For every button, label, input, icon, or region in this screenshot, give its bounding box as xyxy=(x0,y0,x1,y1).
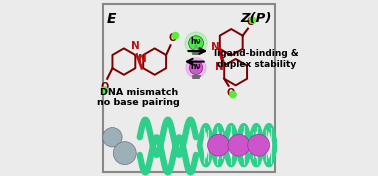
Circle shape xyxy=(172,32,179,39)
Text: O: O xyxy=(101,82,108,92)
Text: E: E xyxy=(107,12,117,26)
Circle shape xyxy=(228,134,250,156)
FancyBboxPatch shape xyxy=(103,4,275,172)
Circle shape xyxy=(185,32,207,54)
Text: N: N xyxy=(215,62,224,72)
Text: hν: hν xyxy=(191,37,201,46)
Circle shape xyxy=(230,92,236,98)
Text: O: O xyxy=(169,33,177,43)
Text: DNA mismatch
no base pairing: DNA mismatch no base pairing xyxy=(98,88,180,107)
Circle shape xyxy=(248,134,270,156)
Circle shape xyxy=(113,142,136,165)
Text: Z(P): Z(P) xyxy=(240,12,272,25)
Circle shape xyxy=(101,87,108,93)
Circle shape xyxy=(208,134,229,156)
Text: N: N xyxy=(132,41,140,51)
Circle shape xyxy=(189,36,203,51)
Circle shape xyxy=(189,61,203,74)
Circle shape xyxy=(186,58,206,78)
Text: O: O xyxy=(227,88,235,98)
Text: O: O xyxy=(246,17,254,27)
Text: ligand-binding &
duplex stability: ligand-binding & duplex stability xyxy=(214,49,299,69)
Text: N: N xyxy=(138,54,147,64)
Circle shape xyxy=(103,128,122,147)
Circle shape xyxy=(249,17,256,23)
Text: hν: hν xyxy=(191,62,201,71)
Text: N: N xyxy=(211,42,220,52)
